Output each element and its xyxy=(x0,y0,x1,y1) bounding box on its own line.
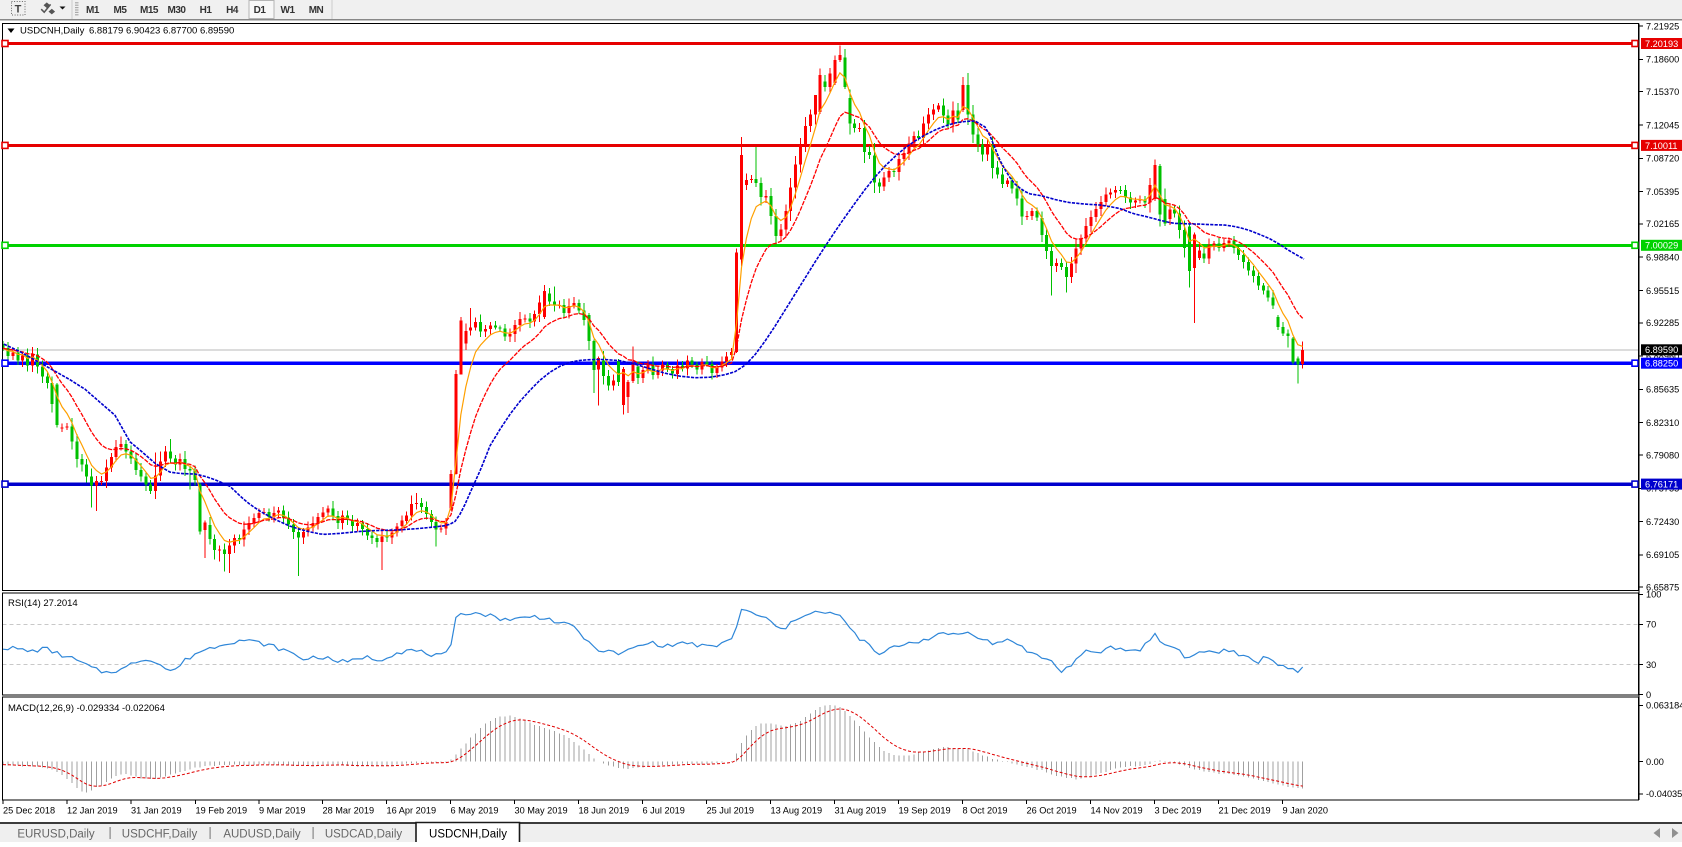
svg-text:M5: M5 xyxy=(114,5,128,16)
svg-text:USDCAD,Daily: USDCAD,Daily xyxy=(325,829,403,841)
svg-text:0.00: 0.00 xyxy=(1646,757,1664,767)
svg-text:25 Dec 2018: 25 Dec 2018 xyxy=(3,806,55,816)
svg-text:13 Aug 2019: 13 Aug 2019 xyxy=(771,806,823,816)
svg-text:6.98840: 6.98840 xyxy=(1646,253,1679,263)
svg-text:7.02165: 7.02165 xyxy=(1646,219,1679,229)
svg-text:M1: M1 xyxy=(86,5,100,16)
svg-text:AUDUSD,Daily: AUDUSD,Daily xyxy=(223,829,301,841)
svg-text:MN: MN xyxy=(309,5,324,16)
svg-text:19 Feb 2019: 19 Feb 2019 xyxy=(196,806,248,816)
svg-text:25 Jul 2019: 25 Jul 2019 xyxy=(707,806,755,816)
svg-text:28 Mar 2019: 28 Mar 2019 xyxy=(323,806,375,816)
svg-text:-0.040355: -0.040355 xyxy=(1646,789,1682,799)
svg-text:6.76171: 6.76171 xyxy=(1645,480,1678,490)
svg-text:70: 70 xyxy=(1646,620,1656,630)
svg-text:14 Nov 2019: 14 Nov 2019 xyxy=(1091,806,1143,816)
svg-text:6.88250: 6.88250 xyxy=(1645,359,1678,369)
svg-text:USDCNH,Daily: USDCNH,Daily xyxy=(429,829,507,841)
svg-text:6.69105: 6.69105 xyxy=(1646,550,1679,560)
svg-text:M30: M30 xyxy=(168,5,187,16)
svg-text:6.82310: 6.82310 xyxy=(1646,418,1679,428)
svg-text:7.08720: 7.08720 xyxy=(1646,154,1679,164)
svg-text:8 Oct 2019: 8 Oct 2019 xyxy=(963,806,1008,816)
svg-text:6.88960: 6.88960 xyxy=(1646,351,1679,361)
svg-text:6.72430: 6.72430 xyxy=(1646,517,1679,527)
svg-text:RSI(14) 27.2014: RSI(14) 27.2014 xyxy=(8,598,78,609)
svg-text:18 Jun 2019: 18 Jun 2019 xyxy=(579,806,630,816)
svg-text:D1: D1 xyxy=(254,5,267,16)
svg-text:6 May 2019: 6 May 2019 xyxy=(451,806,499,816)
svg-text:7.00029: 7.00029 xyxy=(1645,241,1678,251)
svg-text:19 Sep 2019: 19 Sep 2019 xyxy=(899,806,951,816)
svg-text:6.89590: 6.89590 xyxy=(1645,345,1678,355)
svg-text:H4: H4 xyxy=(226,5,239,16)
svg-text:100: 100 xyxy=(1646,590,1661,600)
svg-text:30: 30 xyxy=(1646,660,1656,670)
svg-text:T: T xyxy=(15,4,22,16)
svg-text:6.95515: 6.95515 xyxy=(1646,286,1679,296)
svg-text:26 Oct 2019: 26 Oct 2019 xyxy=(1027,806,1077,816)
svg-text:3 Dec 2019: 3 Dec 2019 xyxy=(1155,806,1202,816)
svg-text:30 May 2019: 30 May 2019 xyxy=(515,806,568,816)
svg-text:7.15370: 7.15370 xyxy=(1646,87,1679,97)
svg-text:7.12045: 7.12045 xyxy=(1646,120,1679,130)
svg-text:W1: W1 xyxy=(281,5,296,16)
svg-text:6.79080: 6.79080 xyxy=(1646,450,1679,460)
svg-text:0.063184: 0.063184 xyxy=(1646,701,1682,711)
svg-text:9 Mar 2019: 9 Mar 2019 xyxy=(259,806,305,816)
svg-text:EURUSD,Daily: EURUSD,Daily xyxy=(17,829,95,841)
svg-text:H1: H1 xyxy=(200,5,213,16)
svg-text:7.05395: 7.05395 xyxy=(1646,187,1679,197)
svg-text:31 Jan 2019: 31 Jan 2019 xyxy=(131,806,182,816)
svg-text:6.88179 6.90423 6.87700 6.8959: 6.88179 6.90423 6.87700 6.89590 xyxy=(89,26,234,37)
svg-text:6 Jul 2019: 6 Jul 2019 xyxy=(643,806,685,816)
svg-text:USDCHF,Daily: USDCHF,Daily xyxy=(122,829,198,841)
svg-text:9 Jan 2020: 9 Jan 2020 xyxy=(1283,806,1328,816)
svg-text:21 Dec 2019: 21 Dec 2019 xyxy=(1219,806,1271,816)
svg-text:7.20193: 7.20193 xyxy=(1645,39,1678,49)
svg-text:M15: M15 xyxy=(140,5,159,16)
svg-text:12 Jan 2019: 12 Jan 2019 xyxy=(67,806,118,816)
svg-text:USDCNH,Daily: USDCNH,Daily xyxy=(20,26,85,37)
svg-text:16 Apr 2019: 16 Apr 2019 xyxy=(387,806,437,816)
svg-text:6.85635: 6.85635 xyxy=(1646,385,1679,395)
svg-text:7.18600: 7.18600 xyxy=(1646,55,1679,65)
svg-text:MACD(12,26,9) -0.029334 -0.022: MACD(12,26,9) -0.029334 -0.022064 xyxy=(8,703,165,714)
svg-text:6.92285: 6.92285 xyxy=(1646,318,1679,328)
svg-text:6.65875: 6.65875 xyxy=(1646,583,1679,593)
svg-text:7.10011: 7.10011 xyxy=(1645,141,1678,151)
svg-text:0: 0 xyxy=(1646,690,1651,700)
svg-text:31 Aug 2019: 31 Aug 2019 xyxy=(835,806,887,816)
svg-text:7.21925: 7.21925 xyxy=(1646,21,1679,31)
